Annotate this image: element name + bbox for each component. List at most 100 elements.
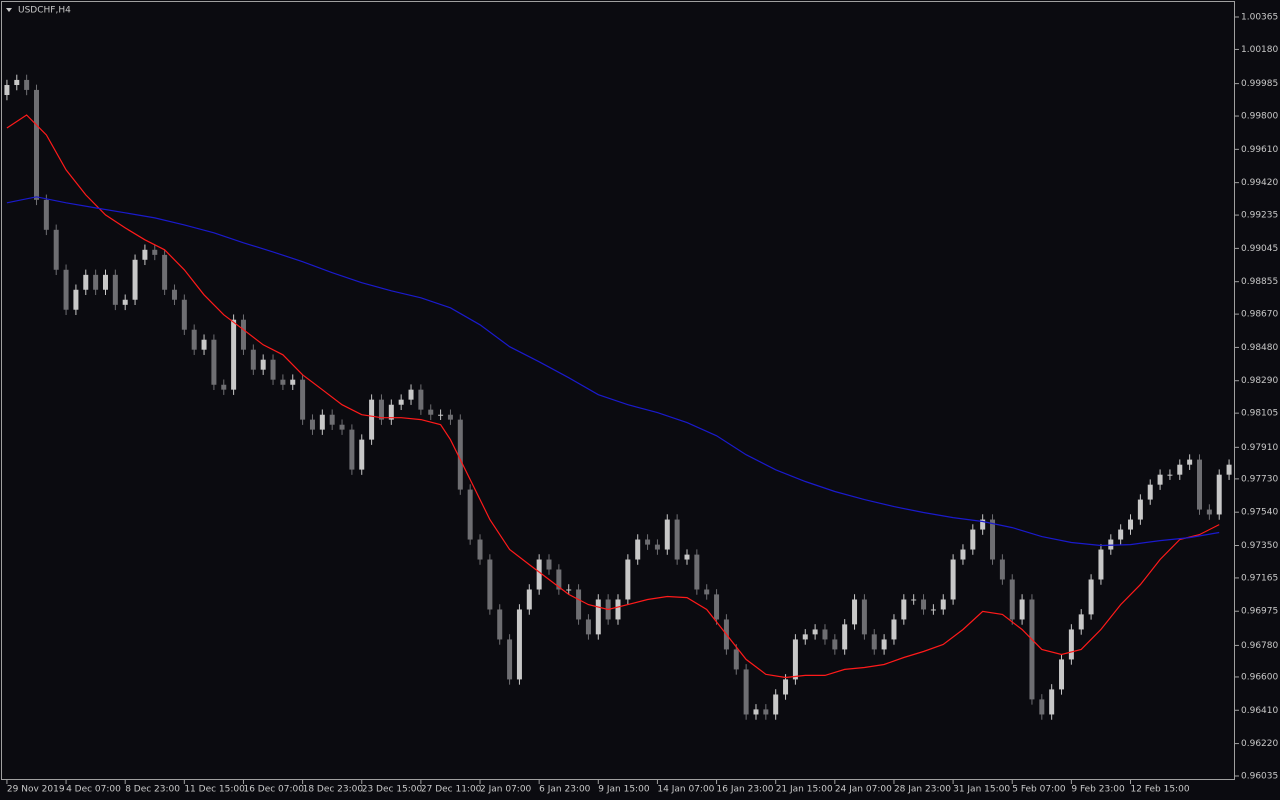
y-tick-label: 0.97165 xyxy=(1241,573,1278,583)
candle-body xyxy=(359,439,365,470)
chart-title: USDCHF,H4 xyxy=(18,6,71,16)
candle-body xyxy=(33,89,39,200)
x-tick-label: 9 Feb 23:00 xyxy=(1071,785,1125,795)
candle-body xyxy=(753,709,759,715)
x-tick-label: 16 Jan 23:00 xyxy=(717,785,774,795)
candle-body xyxy=(507,639,513,680)
x-tick-label: 21 Jan 15:00 xyxy=(776,785,833,795)
candle-body xyxy=(250,349,256,370)
candle-body xyxy=(418,389,424,410)
y-tick-label: 0.99800 xyxy=(1241,112,1278,122)
candle-body xyxy=(1128,519,1134,530)
candle-body xyxy=(1187,459,1193,465)
candle-body xyxy=(664,519,670,550)
x-tick-label: 4 Dec 07:00 xyxy=(66,785,121,795)
candle-body xyxy=(1147,484,1153,500)
candle-body xyxy=(704,589,710,595)
y-tick-label: 0.98855 xyxy=(1241,277,1278,287)
candle-body xyxy=(260,359,266,370)
y-tick-label: 0.98290 xyxy=(1241,376,1278,386)
candle-body xyxy=(398,399,404,405)
candle-body xyxy=(694,554,700,590)
candle-body xyxy=(852,599,858,625)
y-tick-label: 0.99985 xyxy=(1241,79,1278,89)
candle-body xyxy=(812,629,818,635)
candle-body xyxy=(1118,529,1124,540)
candle-body xyxy=(1049,689,1055,715)
candle-body xyxy=(526,589,532,610)
candle-body xyxy=(970,529,976,550)
candle-body xyxy=(1157,474,1163,485)
candle-body xyxy=(487,559,493,610)
candle-body xyxy=(871,634,877,650)
candle-body xyxy=(102,274,108,290)
candle-body xyxy=(546,559,552,570)
candle-body xyxy=(1197,459,1203,510)
candle-body xyxy=(842,624,848,650)
x-tick-label: 11 Dec 15:00 xyxy=(184,785,245,795)
candle-body xyxy=(122,299,128,305)
candle-body xyxy=(743,669,749,715)
candle-body xyxy=(467,489,473,540)
candle-body xyxy=(477,539,483,560)
x-tick-label: 14 Jan 07:00 xyxy=(657,785,714,795)
y-tick-label: 0.99045 xyxy=(1241,244,1278,254)
candle-body xyxy=(684,554,690,560)
y-tick-label: 0.99610 xyxy=(1241,145,1278,155)
candle-body xyxy=(132,259,138,300)
candle-body xyxy=(1039,699,1045,715)
candle-body xyxy=(556,569,562,590)
candle-body xyxy=(447,414,453,420)
candle-body xyxy=(221,384,227,390)
title-arrow[interactable] xyxy=(6,8,12,12)
x-tick-label: 6 Jan 23:00 xyxy=(539,785,591,795)
candle-body xyxy=(53,229,59,270)
candle-body xyxy=(891,619,897,640)
candle-body xyxy=(378,399,384,420)
candle-body xyxy=(24,79,30,90)
candle-body xyxy=(773,694,779,715)
candle-body xyxy=(940,599,946,610)
candle-body xyxy=(240,319,246,350)
y-tick-label: 0.99235 xyxy=(1241,211,1278,221)
x-tick-label: 9 Jan 15:00 xyxy=(598,785,650,795)
candle-body xyxy=(329,414,335,425)
x-tick-label: 27 Dec 11:00 xyxy=(421,785,482,795)
candle-body xyxy=(901,599,907,620)
x-tick-label: 5 Feb 07:00 xyxy=(1012,785,1066,795)
candle-body xyxy=(1059,659,1065,690)
candle-body xyxy=(181,299,187,330)
y-tick-label: 0.97350 xyxy=(1241,541,1278,551)
candle-body xyxy=(595,599,601,635)
candle-body xyxy=(1088,579,1094,615)
y-tick-label: 0.96410 xyxy=(1241,706,1278,716)
x-tick-label: 16 Dec 07:00 xyxy=(243,785,304,795)
candle-body xyxy=(319,414,325,430)
candle-body xyxy=(1108,539,1114,550)
candle-body xyxy=(714,594,720,620)
x-tick-label: 18 Dec 23:00 xyxy=(303,785,364,795)
moving-average-line xyxy=(6,114,1220,679)
candle-body xyxy=(142,249,148,260)
candle-body xyxy=(14,79,20,86)
candle-body xyxy=(1226,464,1232,475)
candle-body xyxy=(911,599,917,601)
candle-body xyxy=(566,589,572,591)
y-tick-label: 0.96220 xyxy=(1241,739,1278,749)
candle-body xyxy=(1029,599,1035,700)
candle-body xyxy=(280,379,286,385)
x-tick-label: 28 Jan 23:00 xyxy=(894,785,951,795)
candle-body xyxy=(921,599,927,610)
candle-body xyxy=(1216,474,1222,515)
candle-body xyxy=(1098,549,1104,580)
x-tick-label: 24 Jan 07:00 xyxy=(835,785,892,795)
candle-body xyxy=(990,519,996,560)
candle-body xyxy=(1167,474,1173,476)
candle-body xyxy=(822,629,828,640)
y-tick-label: 0.97730 xyxy=(1241,474,1278,484)
candle-body xyxy=(645,539,651,545)
candle-body xyxy=(999,559,1005,580)
candle-body xyxy=(980,519,986,530)
